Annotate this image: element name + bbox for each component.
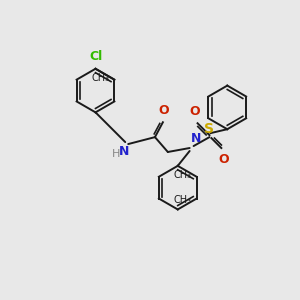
Text: Cl: Cl <box>89 50 102 63</box>
Text: O: O <box>159 104 169 117</box>
Text: CH₃: CH₃ <box>173 170 192 180</box>
Text: S: S <box>204 122 214 136</box>
Text: O: O <box>189 105 200 118</box>
Text: H: H <box>112 149 121 159</box>
Text: CH₃: CH₃ <box>91 73 110 83</box>
Text: N: N <box>190 132 201 145</box>
Text: N: N <box>119 145 129 158</box>
Text: CH₃: CH₃ <box>173 194 192 205</box>
Text: O: O <box>218 153 229 166</box>
